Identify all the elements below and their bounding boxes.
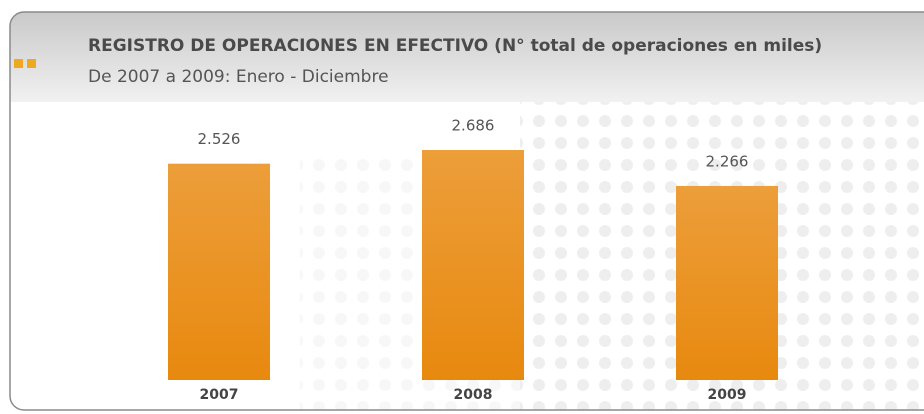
header-bg bbox=[10, 12, 924, 102]
bar-shade bbox=[168, 163, 270, 380]
value-label: 2.266 bbox=[706, 152, 749, 170]
bullet-icon bbox=[14, 59, 23, 68]
x-tick-label: 2007 bbox=[200, 387, 239, 403]
x-tick-label: 2008 bbox=[454, 387, 493, 403]
bar-shade bbox=[676, 185, 778, 380]
value-label: 2.526 bbox=[198, 130, 241, 148]
bullet-icon bbox=[27, 59, 36, 68]
panel-border bbox=[9, 11, 924, 411]
value-label: 2.686 bbox=[452, 117, 495, 135]
chart-title: REGISTRO DE OPERACIONES EN EFECTIVO (N° … bbox=[88, 36, 822, 56]
chart-subtitle: De 2007 a 2009: Enero - Diciembre bbox=[88, 67, 389, 87]
x-tick-label: 2009 bbox=[708, 387, 747, 403]
bar-shade bbox=[422, 150, 524, 380]
